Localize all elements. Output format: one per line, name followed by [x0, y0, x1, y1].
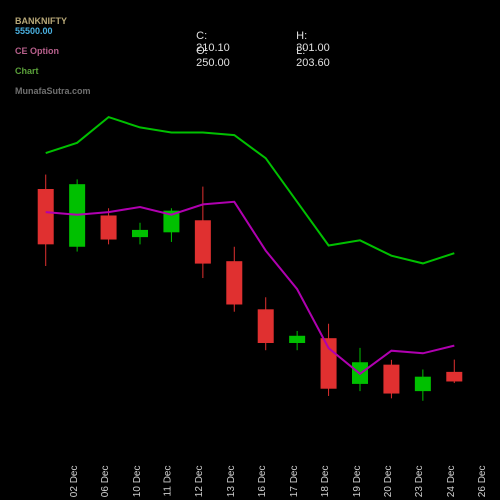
candle-body	[258, 309, 274, 343]
x-tick-label: 19 Dec	[352, 466, 363, 498]
x-tick-label: 10 Dec	[132, 466, 143, 498]
candle-body	[383, 365, 399, 394]
x-tick-label: 20 Dec	[383, 466, 394, 498]
candle-body	[38, 189, 54, 244]
overlay-line-green	[46, 117, 455, 263]
x-tick-label: 18 Dec	[320, 466, 331, 498]
x-tick-label: 24 Dec	[446, 466, 457, 498]
candle-body	[446, 372, 462, 382]
chart-area	[30, 35, 470, 420]
candle-body	[289, 336, 305, 343]
x-tick-label: 26 Dec	[477, 466, 488, 498]
x-tick-label: 13 Dec	[226, 466, 237, 498]
x-tick-label: 11 Dec	[162, 466, 173, 497]
x-tick-label: 23 Dec	[415, 466, 426, 498]
x-tick-label: 16 Dec	[257, 466, 268, 498]
candle-body	[101, 215, 117, 239]
x-tick-label: 12 Dec	[195, 466, 206, 498]
chart-svg	[30, 35, 470, 420]
candle-body	[321, 338, 337, 389]
title-symbol: BANKNIFTY	[15, 16, 67, 26]
x-tick-label: 06 Dec	[100, 466, 111, 498]
candle-body	[415, 377, 431, 391]
candle-body	[132, 230, 148, 237]
x-tick-label: 02 Dec	[69, 466, 80, 498]
candle-body	[195, 220, 211, 263]
x-tick-label: 17 Dec	[289, 466, 300, 498]
candle-body	[226, 261, 242, 304]
